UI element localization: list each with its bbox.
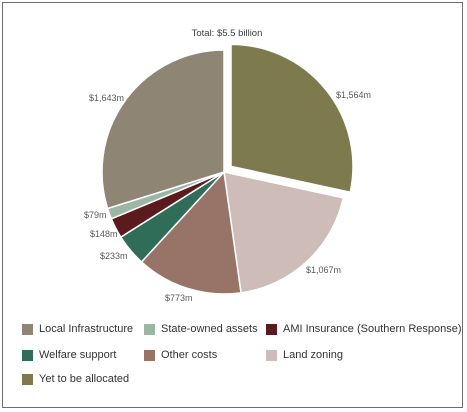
legend-swatch	[266, 349, 277, 361]
pie-slice-local-infrastructure	[101, 49, 225, 210]
legend-item-welfare-support: Welfare support	[22, 348, 116, 362]
slice-value-label: $773m	[165, 293, 193, 303]
slice-value-label: $79m	[84, 210, 107, 220]
legend-swatch	[22, 323, 33, 335]
legend-item-local-infrastructure: Local Infrastructure	[22, 322, 133, 336]
legend-swatch	[266, 323, 277, 335]
legend-label: Land zoning	[283, 349, 343, 361]
slice-value-label: $1,067m	[306, 265, 341, 275]
legend-swatch	[22, 349, 33, 361]
legend-label: Other costs	[161, 349, 218, 361]
legend-label: State-owned assets	[161, 323, 258, 335]
legend-swatch	[144, 323, 155, 335]
pie-slice-other-costs	[140, 170, 242, 295]
slice-value-label: $148m	[90, 229, 118, 239]
legend-item-other-costs: Other costs	[144, 348, 217, 362]
slice-value-label: $233m	[100, 251, 128, 261]
legend-swatch	[144, 349, 155, 361]
legend-item-state-owned-assets: State-owned assets	[144, 322, 258, 336]
pie-slice-yet-to-be-allocated	[230, 43, 354, 194]
legend-item-land-zoning: Land zoning	[266, 348, 343, 362]
legend-item-ami-insurance: AMI Insurance (Southern Response)	[266, 322, 462, 336]
legend-swatch	[22, 373, 33, 385]
chart-title: Total: $5.5 billion	[192, 28, 263, 39]
legend-label: Local Infrastructure	[39, 323, 134, 335]
legend-label: AMI Insurance (Southern Response)	[283, 323, 462, 335]
legend-item-yet-to-be-allocated: Yet to be allocated	[22, 372, 129, 386]
legend-label: Yet to be allocated	[39, 373, 130, 385]
slice-value-label: $1,643m	[89, 93, 124, 103]
legend-label: Welfare support	[39, 349, 117, 361]
slice-value-label: $1,564m	[336, 90, 371, 100]
pie-slice-land-zoning	[223, 171, 345, 294]
